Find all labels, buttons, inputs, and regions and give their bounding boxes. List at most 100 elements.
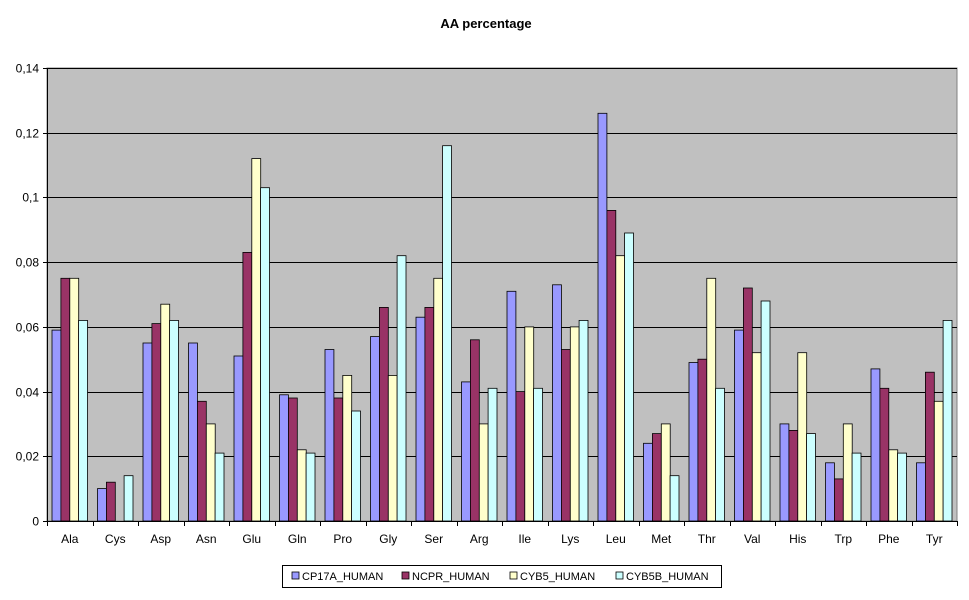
bar-cyb5b-human-phe (897, 452, 907, 522)
bar-cyb5-human-phe (888, 449, 899, 522)
bar-cyb5-human-val (751, 352, 762, 522)
bar-cyb5b-human-ala (78, 319, 88, 522)
bar-ncpr-human-asp (151, 323, 162, 522)
bar-cyb5-human-arg (478, 423, 489, 522)
bar-ncpr-human-met (652, 433, 662, 522)
x-tick-label: Gly (379, 532, 397, 546)
bar-cyb5b-human-gly (396, 255, 407, 522)
bar-cp17a-human-thr (688, 362, 699, 522)
x-tick-label: Ile (518, 532, 531, 546)
legend-label: NCPR_HUMAN (412, 571, 490, 583)
x-axis: Ala Cys Asp Asn Glu Gln Pro Gly Ser Arg Ile Lys Leu M… (47, 521, 958, 546)
y-tick-label: 0,06 (16, 321, 40, 335)
bar-cyb5-human-leu (615, 255, 626, 522)
bar-cyb5-human-pro (342, 374, 353, 522)
bar-cyb5-human-his (797, 352, 808, 522)
bar-cyb5-human-ala (69, 277, 80, 522)
x-tick-label: Met (651, 532, 672, 546)
x-tick-label: Trp (834, 532, 852, 546)
bar-cp17a-human-tyr (916, 462, 926, 522)
bar-cp17a-human-met (643, 442, 653, 522)
bar-cp17a-human-leu (597, 112, 608, 522)
legend-box (282, 565, 722, 588)
bar-cyb5b-human-ile (533, 387, 543, 522)
bars (51, 112, 953, 522)
bar-cp17a-human-lys (552, 284, 562, 522)
y-tick-label: 0,02 (16, 450, 40, 464)
bar-cp17a-human-cys (97, 488, 107, 522)
chart-title: AA percentage (440, 16, 531, 31)
bar-cp17a-human-asn (188, 342, 198, 522)
bar-ncpr-human-tyr (925, 371, 935, 522)
bar-cyb5-human-asn (205, 423, 216, 522)
y-tick-label: 0,08 (16, 256, 40, 270)
x-tick-label: Phe (878, 532, 900, 546)
y-tick-label: 0,1 (22, 191, 39, 205)
bar-ncpr-human-pro (333, 397, 344, 522)
bar-ncpr-human-gly (378, 306, 389, 522)
x-tick-label: Thr (698, 532, 716, 546)
bar-cyb5b-human-arg (487, 387, 498, 522)
bar-cp17a-human-val (734, 329, 744, 522)
legend-swatch (291, 571, 300, 580)
legend-label: CYB5_HUMAN (520, 571, 595, 583)
bar-cyb5-human-thr (706, 277, 717, 522)
bar-cyb5-human-gln (296, 449, 307, 522)
bar-ncpr-human-ser (424, 306, 435, 522)
x-tick-label: Pro (333, 532, 352, 546)
bar-cyb5b-human-ser (442, 145, 452, 522)
bar-ncpr-human-ile (515, 391, 526, 522)
bar-cyb5-human-asp (160, 303, 171, 522)
bar-ncpr-human-thr (697, 358, 708, 522)
bar-cyb5b-human-asn (214, 452, 225, 522)
x-tick-label: Gln (288, 532, 307, 546)
bar-ncpr-human-gln (287, 397, 298, 522)
bar-cp17a-human-pro (324, 349, 335, 522)
bar-cyb5-human-trp (842, 423, 853, 522)
bar-ncpr-human-asn (196, 400, 207, 522)
bar-cyb5b-human-tyr (942, 319, 953, 522)
bar-cyb5b-human-his (806, 433, 816, 522)
y-tick-label: 0,04 (16, 386, 40, 400)
legend: CP17A_HUMAN NCPR_HUMAN CYB5_HUMAN CYB5B_HUM… (282, 565, 722, 588)
y-tick-label: 0,12 (16, 127, 40, 141)
x-tick-label: Glu (242, 532, 261, 546)
x-tick-label: Cys (105, 532, 126, 546)
bar-cyb5-human-glu (251, 158, 262, 522)
bar-cyb5b-human-val (760, 300, 771, 522)
bar-cp17a-human-phe (870, 368, 881, 522)
bar-cyb5b-human-pro (351, 410, 361, 522)
bar-cp17a-human-arg (461, 381, 471, 522)
bar-ncpr-human-his (788, 429, 799, 522)
legend-swatch (615, 571, 624, 580)
bar-cyb5-human-gly (387, 374, 398, 522)
bar-cp17a-human-gln (279, 394, 289, 522)
bar-cyb5b-human-cys (123, 475, 134, 522)
bar-ncpr-human-glu (242, 251, 253, 522)
bar-cp17a-human-glu (233, 355, 244, 522)
bar-cyb5b-human-trp (851, 452, 862, 522)
bar-cp17a-human-asp (142, 342, 153, 522)
legend-swatch (509, 571, 518, 580)
bar-ncpr-human-arg (469, 339, 480, 522)
legend-label: CP17A_HUMAN (302, 571, 383, 583)
bar-cp17a-human-ser (415, 316, 426, 522)
x-tick-label: Tyr (926, 532, 943, 546)
bar-cyb5-human-tyr (933, 400, 944, 522)
x-tick-label: Lys (561, 532, 579, 546)
bar-ncpr-human-trp (834, 478, 844, 522)
legend-label: CYB5B_HUMAN (626, 571, 709, 583)
plot-background (46, 67, 958, 522)
bar-ncpr-human-ala (60, 277, 71, 522)
bar-ncpr-human-phe (879, 387, 890, 522)
bar-cp17a-human-his (779, 423, 790, 522)
bar-ncpr-human-lys (561, 349, 571, 522)
bar-cp17a-human-gly (370, 336, 380, 522)
bar-ncpr-human-val (743, 287, 753, 522)
x-tick-label: Ala (61, 532, 79, 546)
bar-ncpr-human-leu (606, 209, 617, 522)
bar-cp17a-human-trp (825, 462, 835, 522)
x-tick-label: Val (744, 532, 760, 546)
